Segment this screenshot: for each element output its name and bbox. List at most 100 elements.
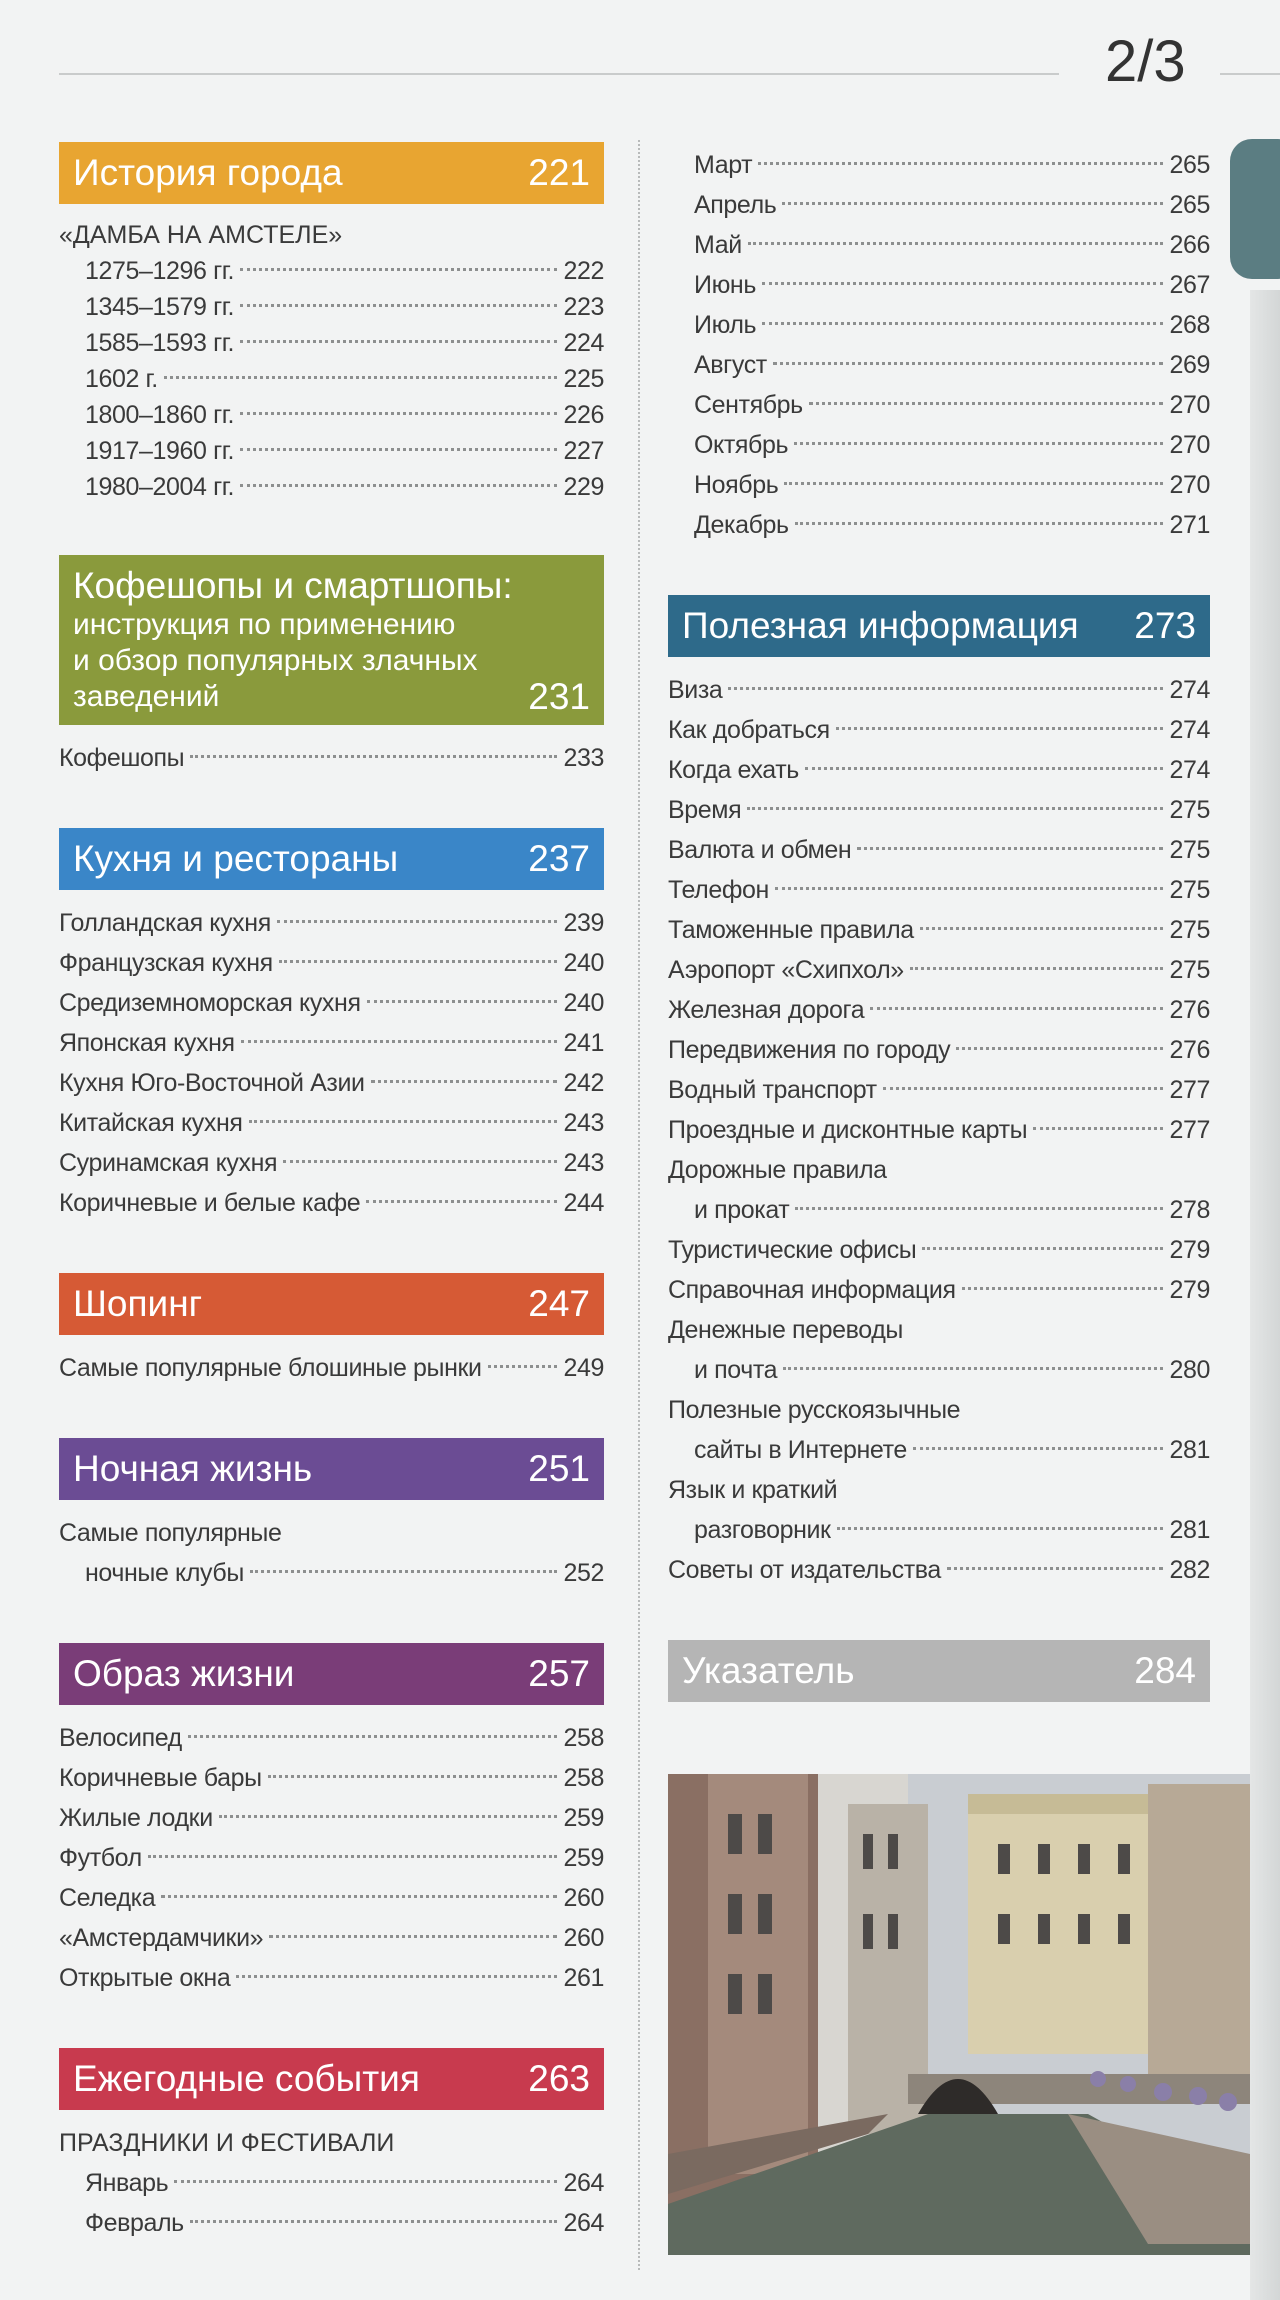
- toc-entry: Как добраться 274: [668, 710, 1210, 750]
- entry-page: 280: [1169, 1356, 1210, 1384]
- entry-text: Июнь: [694, 271, 756, 299]
- entry-text: Как добраться: [668, 716, 830, 744]
- entries: Велосипед 258 Коричневые бары 258 Жилые лодк…: [59, 1718, 604, 1998]
- entry-page: 277: [1169, 1116, 1210, 1144]
- entry-text: разговорник: [694, 1516, 831, 1544]
- entry-page: 259: [563, 1804, 604, 1832]
- section: Шопинг 247 Самые популярные блошиные рынки…: [59, 1273, 604, 1388]
- leader-dots: [882, 1087, 1164, 1090]
- entry-page: 239: [563, 909, 604, 937]
- toc-entry: 1585–1593 гг. 224: [59, 325, 604, 361]
- leader-dots: [912, 1447, 1164, 1450]
- entries: Самые популярные ночные клубы 252: [59, 1513, 604, 1593]
- toc-entry: разговорник 281: [668, 1510, 1210, 1550]
- toc-entry: Май 266: [668, 225, 1210, 265]
- toc-entry: Коричневые бары 258: [59, 1758, 604, 1798]
- section: Ночная жизнь 251 Самые популярные ночные кл…: [59, 1438, 604, 1593]
- toc-entry: Август 269: [668, 345, 1210, 385]
- entry-text: Водный транспорт: [668, 1076, 877, 1104]
- toc-entry: Ноябрь 270: [668, 465, 1210, 505]
- entry-text: Передвижения по городу: [668, 1036, 951, 1064]
- rule: [59, 73, 1059, 75]
- leader-dots: [835, 727, 1164, 730]
- entry-text: Суринамская кухня: [59, 1149, 278, 1177]
- entry-page: 265: [1169, 151, 1210, 179]
- section-header: Полезная информация 273: [668, 595, 1210, 657]
- section: Кухня и рестораны 237 Голландская кухня 239…: [59, 828, 604, 1223]
- entry-page: 269: [1169, 351, 1210, 379]
- toc-entry: Футбол 259: [59, 1838, 604, 1878]
- section-page: 284: [1134, 1650, 1196, 1691]
- toc-entry: Апрель 265: [668, 185, 1210, 225]
- leader-dots: [190, 755, 558, 758]
- entry-text: Китайская кухня: [59, 1109, 243, 1137]
- leader-dots: [808, 402, 1164, 405]
- toc-entry: Время 275: [668, 790, 1210, 830]
- entry-page: 258: [563, 1724, 604, 1752]
- leader-dots: [240, 1040, 558, 1043]
- leader-dots: [240, 412, 558, 415]
- leader-dots: [772, 362, 1164, 365]
- toc-entry: 1602 г. 225: [59, 361, 604, 397]
- entry-page: 243: [563, 1109, 604, 1137]
- entry-page: 222: [563, 257, 604, 285]
- entry-text: Дорожные правила: [668, 1156, 887, 1184]
- entry-page: 249: [563, 1354, 604, 1382]
- toc-entry: и почта 280: [668, 1350, 1210, 1390]
- entry-text: Март: [694, 151, 753, 179]
- entry-page: 264: [563, 2169, 604, 2197]
- section-subtitle: и обзор популярных злачных: [73, 644, 478, 677]
- entry-page: 268: [1169, 311, 1210, 339]
- entry-text: Проездные и дисконтные карты: [668, 1116, 1028, 1144]
- toc-entry: Июль 268: [668, 305, 1210, 345]
- toc-entry: Кофешопы 233: [59, 738, 604, 778]
- leader-dots: [761, 282, 1164, 285]
- toc-entry: 1980–2004 гг. 229: [59, 469, 604, 505]
- column-divider: [638, 140, 640, 2270]
- entry-text: Таможенные правила: [668, 916, 914, 944]
- section: История города 221 «ДАМБА НА АМСТЕЛЕ» 1275–…: [59, 142, 604, 505]
- toc-entry: сайты в Интернете 281: [668, 1430, 1210, 1470]
- entries: Виза 274 Как добраться 274 Когда ехать 274 Вре…: [668, 670, 1210, 1590]
- entry-page: 275: [1169, 836, 1210, 864]
- header-row: Полезная информация 273: [682, 595, 1196, 657]
- toc-entry: 1800–1860 гг. 226: [59, 397, 604, 433]
- entry-page: 259: [563, 1844, 604, 1872]
- subtitle-row: и обзор популярных злачных: [73, 643, 590, 679]
- entry-page: 260: [563, 1884, 604, 1912]
- entry-page: 227: [563, 437, 604, 465]
- leader-dots: [366, 1000, 558, 1003]
- section-page: 237: [528, 838, 590, 879]
- section-header: Указатель 284: [668, 1640, 1210, 1702]
- leader-dots: [794, 522, 1164, 525]
- section-title: Кухня и рестораны: [73, 838, 399, 879]
- section-title: Ночная жизнь: [73, 1448, 313, 1489]
- toc-entry: и прокат 278: [668, 1190, 1210, 1230]
- section: Март 265 Апрель 265 Май 266 Июнь 267 Июль 268 Авгу…: [668, 145, 1210, 545]
- leader-dots: [189, 2220, 558, 2223]
- toc-entry: Декабрь 271: [668, 505, 1210, 545]
- entry-page: 279: [1169, 1276, 1210, 1304]
- leader-dots: [961, 1287, 1164, 1290]
- entry-text: Жилые лодки: [59, 1804, 213, 1832]
- entry-page: 240: [563, 949, 604, 977]
- entry-page: 275: [1169, 796, 1210, 824]
- entry-text: Полезные русскоязычные: [668, 1396, 961, 1424]
- entry-page: 258: [563, 1764, 604, 1792]
- entry-page: 270: [1169, 471, 1210, 499]
- leader-dots: [836, 1527, 1164, 1530]
- toc-entry: Справочная информация 279: [668, 1270, 1210, 1310]
- toc-entry: Телефон 275: [668, 870, 1210, 910]
- entry-text: 1275–1296 гг.: [85, 257, 235, 285]
- entry-page: 282: [1169, 1556, 1210, 1584]
- leader-dots: [909, 967, 1164, 970]
- subheading: «ДАМБА НА АМСТЕЛЕ»: [59, 221, 343, 249]
- section-subtitle: заведений: [73, 680, 220, 713]
- toc-entry: Самые популярные блошиные рынки 249: [59, 1348, 604, 1388]
- section: Полезная информация 273 Виза 274 Как добрать…: [668, 595, 1210, 1590]
- leader-dots: [147, 1855, 558, 1858]
- entries: Кофешопы 233: [59, 738, 604, 778]
- entry-page: 266: [1169, 231, 1210, 259]
- toc-entry: Проездные и дисконтные карты 277: [668, 1110, 1210, 1150]
- section-header: Образ жизни 257: [59, 1643, 604, 1705]
